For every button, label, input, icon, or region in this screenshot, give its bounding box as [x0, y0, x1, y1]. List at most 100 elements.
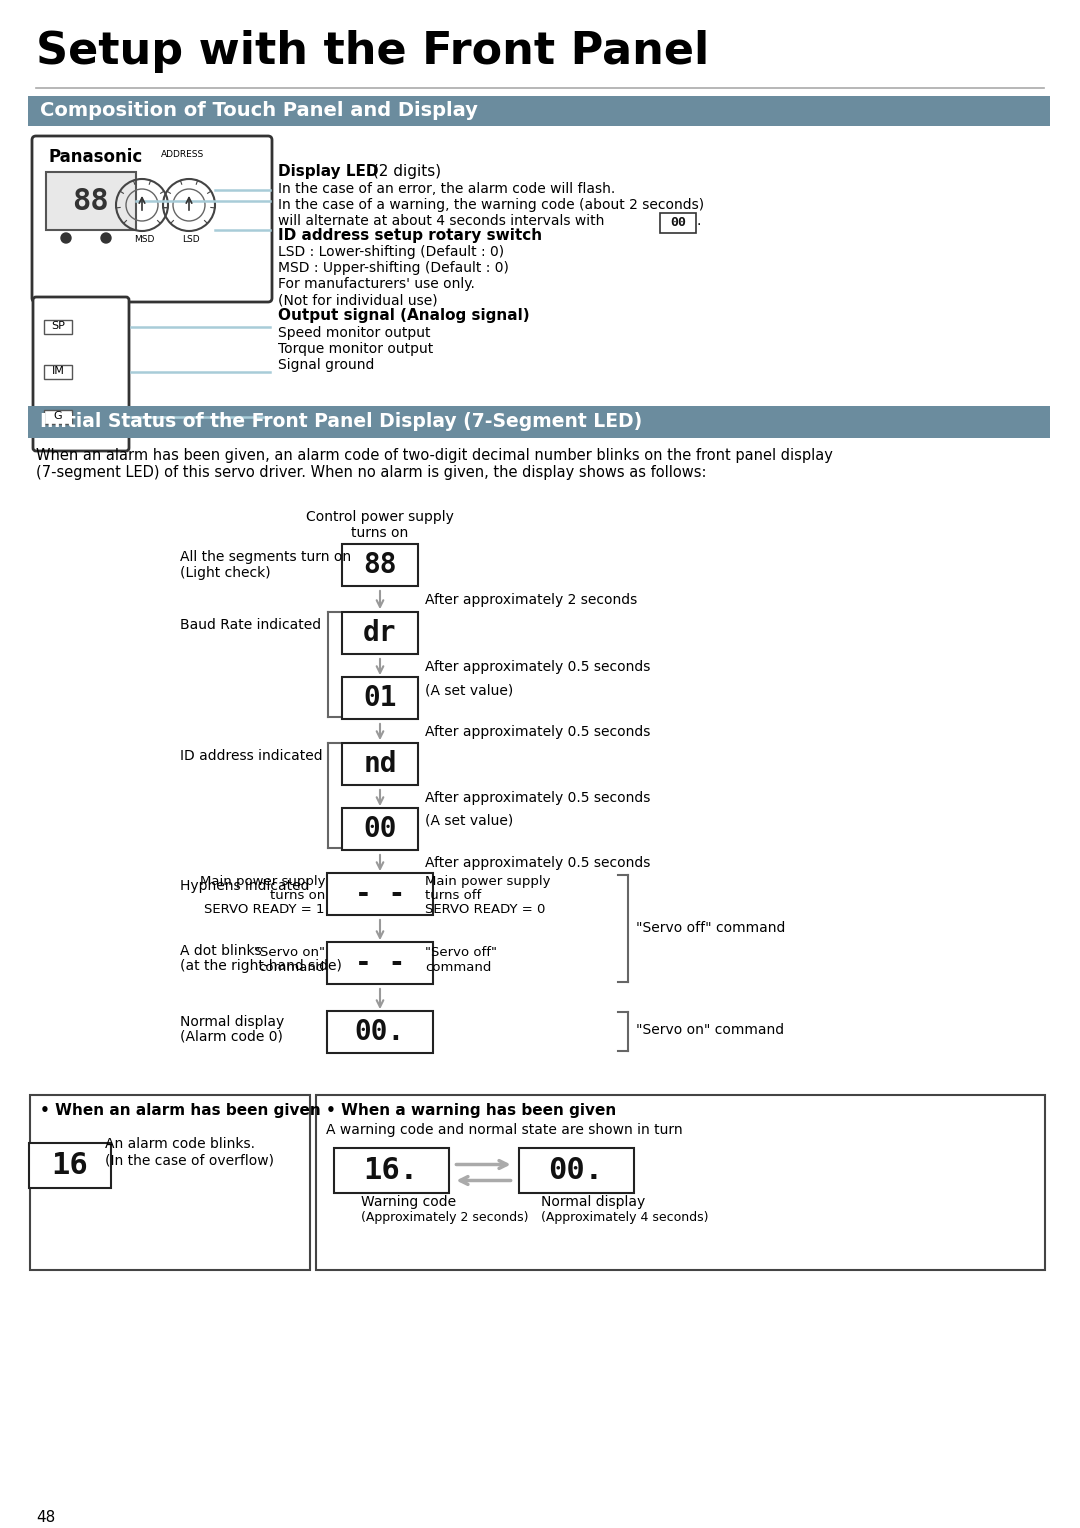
- FancyBboxPatch shape: [32, 136, 272, 303]
- Text: 00.: 00.: [355, 1018, 405, 1047]
- Text: SP: SP: [51, 321, 65, 332]
- Circle shape: [60, 232, 71, 243]
- Text: After approximately 0.5 seconds: After approximately 0.5 seconds: [426, 792, 650, 805]
- Text: Setup with the Front Panel: Setup with the Front Panel: [36, 31, 710, 73]
- Text: Composition of Touch Panel and Display: Composition of Touch Panel and Display: [40, 101, 477, 121]
- Text: "Servo on" command: "Servo on" command: [636, 1024, 784, 1038]
- Text: Output signal (Analog signal): Output signal (Analog signal): [278, 309, 529, 322]
- Bar: [44, 319, 72, 335]
- Text: (In the case of overflow): (In the case of overflow): [105, 1154, 274, 1167]
- Text: Main power supply: Main power supply: [426, 876, 551, 888]
- Text: (at the right-hand side): (at the right-hand side): [180, 960, 342, 973]
- Text: LSD: LSD: [183, 235, 200, 244]
- Text: SERVO READY = 0: SERVO READY = 0: [426, 903, 545, 915]
- Bar: [28, 96, 1050, 125]
- FancyBboxPatch shape: [342, 808, 418, 850]
- Text: (Light check): (Light check): [180, 565, 271, 581]
- Text: Initial Status of the Front Panel Display (7-Segment LED): Initial Status of the Front Panel Displa…: [40, 413, 643, 431]
- Text: Hyphens indicated: Hyphens indicated: [180, 879, 310, 892]
- Text: For manufacturers' use only.: For manufacturers' use only.: [278, 277, 475, 290]
- FancyBboxPatch shape: [342, 743, 418, 785]
- Bar: [316, 1096, 1045, 1270]
- Text: After approximately 2 seconds: After approximately 2 seconds: [426, 593, 637, 607]
- Text: • When an alarm has been given: • When an alarm has been given: [40, 1103, 321, 1118]
- Text: 16: 16: [52, 1151, 89, 1180]
- Text: command: command: [426, 961, 491, 973]
- Text: 01: 01: [363, 685, 396, 712]
- Text: When an alarm has been given, an alarm code of two-digit decimal number blinks o: When an alarm has been given, an alarm c…: [36, 448, 833, 463]
- Bar: [46, 173, 136, 231]
- Text: In the case of a warning, the warning code (about 2 seconds): In the case of a warning, the warning co…: [278, 199, 704, 212]
- Text: Warning code: Warning code: [361, 1195, 456, 1209]
- Text: After approximately 0.5 seconds: After approximately 0.5 seconds: [426, 724, 650, 740]
- FancyBboxPatch shape: [327, 872, 433, 915]
- FancyBboxPatch shape: [334, 1148, 448, 1193]
- FancyBboxPatch shape: [342, 544, 418, 587]
- Text: 00.: 00.: [549, 1157, 604, 1186]
- Bar: [44, 410, 72, 423]
- Text: dr: dr: [363, 619, 396, 646]
- Text: All the segments turn on: All the segments turn on: [180, 550, 351, 564]
- Text: (A set value): (A set value): [426, 814, 513, 828]
- Text: nd: nd: [363, 750, 396, 778]
- FancyBboxPatch shape: [342, 613, 418, 654]
- FancyBboxPatch shape: [327, 941, 433, 984]
- Bar: [30, 1096, 310, 1270]
- Text: - -: - -: [355, 949, 405, 976]
- Text: IM: IM: [52, 367, 65, 376]
- Text: (2 digits): (2 digits): [368, 163, 441, 179]
- FancyBboxPatch shape: [327, 1012, 433, 1053]
- Text: MSD: MSD: [134, 235, 154, 244]
- Text: "Servo off" command: "Servo off" command: [636, 920, 785, 935]
- Text: In the case of an error, the alarm code will flash.: In the case of an error, the alarm code …: [278, 182, 616, 196]
- Text: (Approximately 4 seconds): (Approximately 4 seconds): [541, 1212, 708, 1224]
- Text: Control power supply: Control power supply: [306, 510, 454, 524]
- Text: Torque monitor output: Torque monitor output: [278, 342, 433, 356]
- Text: Speed monitor output: Speed monitor output: [278, 325, 431, 341]
- Text: turns on: turns on: [351, 526, 408, 539]
- Circle shape: [102, 232, 111, 243]
- Text: .: .: [697, 214, 701, 228]
- Text: 00: 00: [363, 814, 396, 843]
- Text: "Servo off": "Servo off": [426, 946, 497, 960]
- Text: Panasonic: Panasonic: [48, 148, 143, 167]
- Text: turns on: turns on: [270, 889, 325, 902]
- Text: ADDRESS: ADDRESS: [161, 150, 204, 159]
- FancyBboxPatch shape: [29, 1143, 111, 1187]
- Text: (A set value): (A set value): [426, 683, 513, 697]
- Text: 88: 88: [72, 186, 109, 215]
- Text: After approximately 0.5 seconds: After approximately 0.5 seconds: [426, 856, 650, 869]
- Text: Normal display: Normal display: [180, 1015, 284, 1028]
- Text: After approximately 0.5 seconds: After approximately 0.5 seconds: [426, 660, 650, 674]
- Text: "Servo on": "Servo on": [254, 946, 325, 960]
- Text: MSD : Upper-shifting (Default : 0): MSD : Upper-shifting (Default : 0): [278, 261, 509, 275]
- Text: turns off: turns off: [426, 889, 482, 902]
- Text: LSD : Lower-shifting (Default : 0): LSD : Lower-shifting (Default : 0): [278, 244, 504, 260]
- Text: A dot blinks: A dot blinks: [180, 944, 261, 958]
- Text: command: command: [258, 961, 325, 973]
- Text: Baud Rate indicated: Baud Rate indicated: [180, 617, 321, 633]
- FancyBboxPatch shape: [33, 296, 129, 451]
- Text: An alarm code blinks.: An alarm code blinks.: [105, 1137, 255, 1151]
- Text: A warning code and normal state are shown in turn: A warning code and normal state are show…: [326, 1123, 683, 1137]
- Text: Normal display: Normal display: [541, 1195, 645, 1209]
- Text: 16.: 16.: [364, 1157, 419, 1186]
- Text: ID address setup rotary switch: ID address setup rotary switch: [278, 228, 542, 243]
- Text: 88: 88: [363, 552, 396, 579]
- FancyBboxPatch shape: [518, 1148, 634, 1193]
- Text: ID address indicated: ID address indicated: [180, 749, 323, 762]
- Bar: [28, 406, 1050, 439]
- Text: Main power supply: Main power supply: [200, 876, 325, 888]
- Text: - -: - -: [355, 880, 405, 908]
- Text: • When a warning has been given: • When a warning has been given: [326, 1103, 617, 1118]
- Text: (Not for individual use): (Not for individual use): [278, 293, 437, 307]
- Text: G: G: [54, 411, 63, 422]
- Text: SERVO READY = 1: SERVO READY = 1: [204, 903, 325, 915]
- Text: will alternate at about 4 seconds intervals with: will alternate at about 4 seconds interv…: [278, 214, 605, 228]
- Text: 48: 48: [36, 1510, 55, 1525]
- Text: Signal ground: Signal ground: [278, 358, 375, 371]
- FancyBboxPatch shape: [342, 677, 418, 720]
- Text: (Approximately 2 seconds): (Approximately 2 seconds): [361, 1212, 528, 1224]
- Bar: [44, 365, 72, 379]
- Text: (Alarm code 0): (Alarm code 0): [180, 1030, 283, 1044]
